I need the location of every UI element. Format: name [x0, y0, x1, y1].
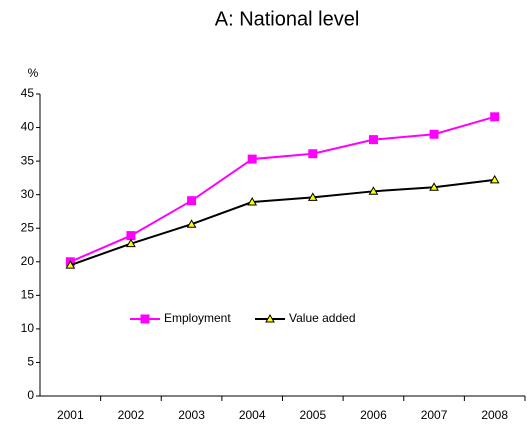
y-tick-label: 10	[21, 321, 35, 335]
y-tick-label: 30	[21, 187, 35, 201]
data-point	[65, 260, 76, 269]
legend-marker	[140, 314, 150, 324]
y-tick-label: 20	[21, 254, 35, 268]
x-tick-label: 2006	[360, 408, 387, 422]
y-tick-label: 45	[21, 86, 35, 100]
series-line	[69, 178, 495, 267]
data-point	[368, 186, 379, 195]
x-tick-label: 2007	[421, 408, 448, 422]
y-axis-label: %	[28, 66, 39, 80]
data-point	[429, 182, 439, 191]
data-point	[489, 174, 500, 184]
y-tick-label: 15	[21, 288, 35, 302]
data-point	[307, 192, 318, 201]
data-point	[308, 149, 318, 159]
data-point	[429, 129, 439, 139]
x-tick-label: 2003	[178, 408, 205, 422]
data-point	[490, 112, 500, 122]
legend-label: Employment	[164, 311, 231, 325]
series-line	[69, 115, 495, 263]
data-point	[187, 196, 197, 206]
y-tick-label: 5	[27, 355, 34, 369]
data-point	[126, 238, 136, 248]
data-point	[368, 135, 378, 145]
data-point	[126, 231, 136, 241]
x-tick-label: 2001	[57, 408, 84, 422]
y-tick-label: 25	[21, 220, 35, 234]
data-point	[247, 197, 258, 206]
legend-label: Value added	[289, 311, 356, 325]
x-tick-label: 2008	[481, 408, 508, 422]
data-point	[186, 219, 197, 228]
legend-marker	[265, 313, 275, 323]
x-tick-label: 2004	[239, 408, 266, 422]
x-tick-label: 2002	[118, 408, 145, 422]
x-tick-label: 2005	[299, 408, 326, 422]
chart-title: A: National level	[215, 8, 360, 30]
y-tick-label: 0	[27, 388, 34, 402]
data-point	[247, 154, 257, 164]
y-tick-label: 40	[21, 120, 35, 134]
y-tick-label: 35	[21, 153, 35, 167]
